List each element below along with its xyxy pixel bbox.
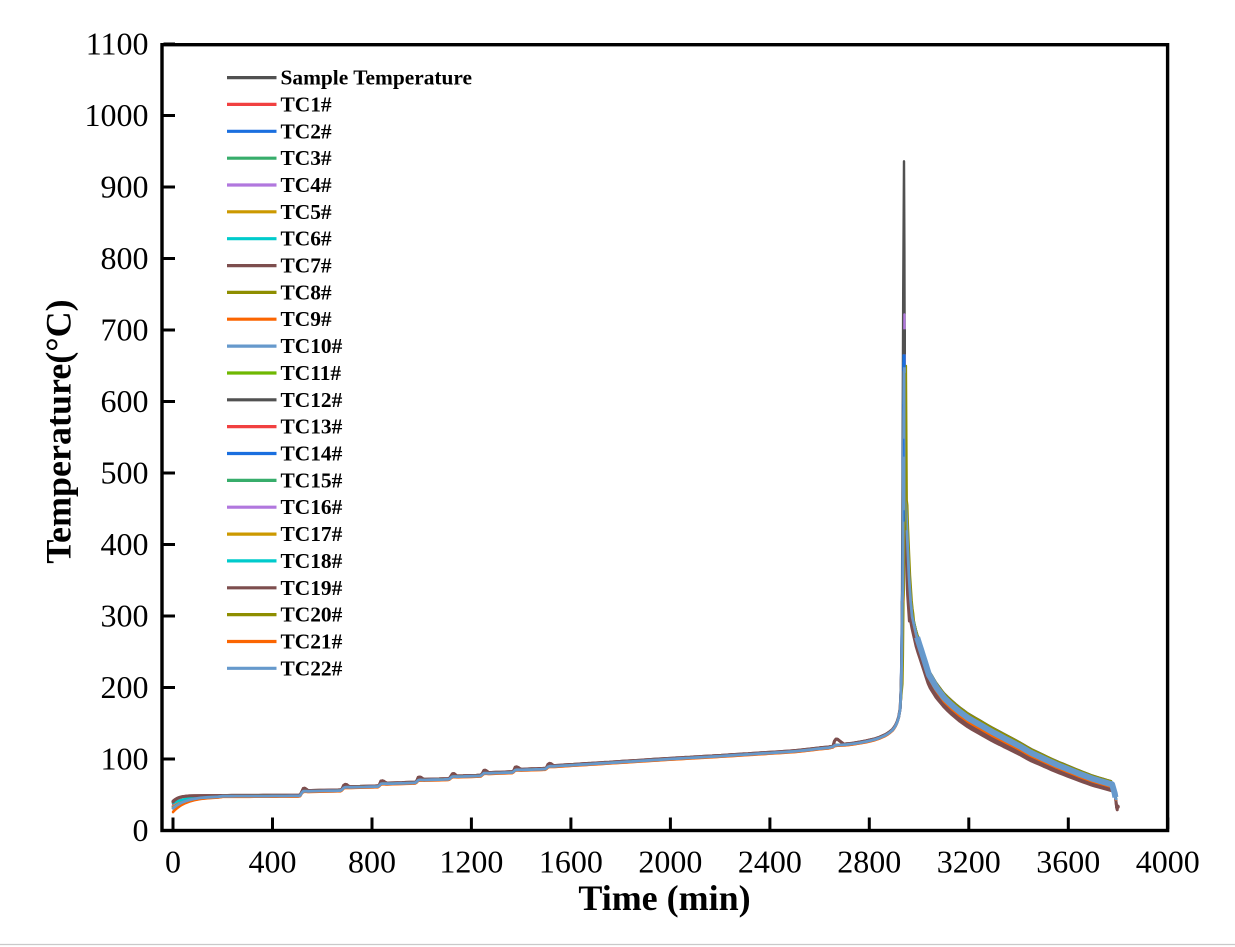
svg-text:TC21#: TC21# [281, 630, 343, 654]
svg-text:Temperature(°C): Temperature(°C) [39, 299, 79, 563]
svg-text:TC9#: TC9# [281, 307, 332, 331]
svg-text:TC14#: TC14# [281, 442, 343, 466]
svg-text:TC19#: TC19# [281, 576, 343, 600]
svg-text:700: 700 [101, 312, 149, 348]
svg-text:400: 400 [249, 844, 297, 880]
svg-text:1600: 1600 [539, 844, 603, 880]
svg-text:TC17#: TC17# [281, 522, 343, 546]
svg-text:TC20#: TC20# [281, 603, 343, 627]
svg-text:1000: 1000 [85, 97, 149, 133]
svg-text:TC11#: TC11# [281, 361, 342, 385]
svg-text:TC12#: TC12# [281, 388, 343, 412]
svg-text:0: 0 [165, 844, 181, 880]
svg-text:500: 500 [101, 455, 149, 491]
svg-text:TC1#: TC1# [281, 92, 332, 116]
svg-text:100: 100 [101, 741, 149, 777]
svg-text:TC8#: TC8# [281, 280, 332, 304]
svg-text:TC3#: TC3# [281, 146, 332, 170]
svg-text:TC7#: TC7# [281, 254, 332, 278]
svg-text:TC22#: TC22# [281, 656, 343, 680]
svg-text:TC2#: TC2# [281, 119, 332, 143]
svg-text:200: 200 [101, 669, 149, 705]
svg-text:TC15#: TC15# [281, 468, 343, 492]
svg-text:2400: 2400 [738, 844, 802, 880]
svg-text:800: 800 [348, 844, 396, 880]
svg-text:TC13#: TC13# [281, 415, 343, 439]
svg-text:TC18#: TC18# [281, 549, 343, 573]
svg-text:TC16#: TC16# [281, 495, 343, 519]
svg-text:0: 0 [133, 812, 149, 848]
svg-text:2800: 2800 [837, 844, 901, 880]
svg-text:4000: 4000 [1136, 844, 1200, 880]
svg-text:Sample Temperature: Sample Temperature [281, 66, 473, 90]
svg-text:TC5#: TC5# [281, 200, 332, 224]
svg-text:3200: 3200 [937, 844, 1001, 880]
svg-text:3600: 3600 [1036, 844, 1100, 880]
svg-text:TC6#: TC6# [281, 227, 332, 251]
svg-text:300: 300 [101, 598, 149, 634]
svg-text:400: 400 [101, 526, 149, 562]
svg-text:800: 800 [101, 240, 149, 276]
svg-text:TC10#: TC10# [281, 334, 343, 358]
svg-text:2000: 2000 [638, 844, 702, 880]
svg-text:Time (min): Time (min) [578, 878, 750, 918]
svg-text:TC4#: TC4# [281, 173, 332, 197]
svg-text:1100: 1100 [86, 26, 149, 62]
svg-text:600: 600 [101, 383, 149, 419]
svg-text:1200: 1200 [439, 844, 503, 880]
svg-text:900: 900 [101, 169, 149, 205]
